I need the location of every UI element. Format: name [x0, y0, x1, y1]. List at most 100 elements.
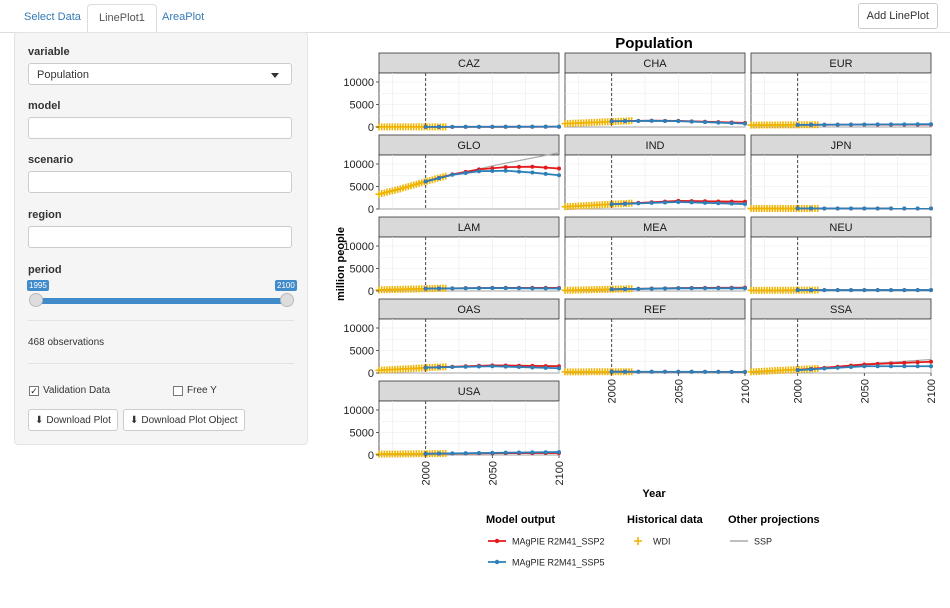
wdi-point — [760, 286, 768, 294]
series-ssp5-point — [423, 179, 428, 184]
wdi-point — [564, 203, 572, 211]
wdi-point — [420, 285, 428, 293]
wdi-point — [750, 121, 758, 129]
series-ssp-line — [611, 287, 746, 290]
wdi-point — [771, 121, 779, 129]
series-ssp2-point — [450, 124, 455, 129]
wdi-point — [375, 123, 383, 131]
add-lineplot-button[interactable]: Add LinePlot — [857, 3, 938, 29]
series-ssp2-point — [636, 118, 641, 123]
series-ssp5-point — [835, 122, 840, 127]
series-ssp-line — [425, 287, 560, 290]
wdi-point — [628, 368, 636, 376]
series-ssp2-point — [490, 166, 495, 171]
region-input[interactable] — [28, 226, 292, 248]
wdi-point — [774, 367, 782, 375]
wdi-point — [609, 118, 617, 126]
wdi-point — [412, 450, 420, 458]
wdi-point — [782, 366, 790, 374]
series-ssp5-point — [543, 286, 548, 291]
wdi-point — [386, 450, 394, 458]
download-plot-button[interactable]: ⬇ Download Plot — [28, 409, 118, 431]
wdi-point — [561, 368, 569, 376]
series-ssp5-point — [517, 365, 521, 370]
wdi-point — [396, 185, 404, 193]
series-ssp5-point — [623, 201, 627, 206]
free-y-checkbox[interactable] — [173, 386, 183, 396]
series-ssp5-point — [490, 124, 495, 129]
scenario-input[interactable] — [28, 171, 292, 193]
facet-panel-ind: IND — [561, 134, 747, 211]
y-tick-label: 0 — [368, 204, 374, 216]
series-ssp5-point — [503, 450, 508, 455]
wdi-point — [596, 201, 604, 209]
tab-select-data[interactable]: Select Data — [24, 11, 81, 23]
facet-strip — [750, 298, 932, 320]
facet-plot-area — [564, 318, 746, 374]
series-ssp2-point — [716, 369, 721, 374]
wdi-point — [442, 363, 450, 371]
series-ssp2-point — [543, 285, 548, 290]
wdi-point — [766, 205, 774, 213]
wdi-point — [808, 121, 816, 129]
series-ssp5-point — [437, 451, 441, 456]
wdi-point — [566, 368, 574, 376]
period-max-handle[interactable] — [280, 293, 294, 307]
wdi-point — [604, 368, 612, 376]
facet-strip — [378, 380, 560, 402]
wdi-point — [383, 450, 391, 458]
series-ssp2-point — [437, 365, 441, 370]
series-ssp5-point — [716, 286, 721, 291]
series-ssp2-point — [929, 288, 933, 293]
wdi-point — [582, 119, 590, 127]
y-tick-label: 10000 — [343, 241, 374, 253]
series-ssp2-point — [716, 199, 721, 204]
series-ssp2-point — [557, 285, 561, 290]
variable-select[interactable]: Population — [28, 63, 292, 85]
wdi-point — [625, 285, 633, 293]
facet-panel-ssa: SSA 2000 2050 2100 — [747, 298, 938, 403]
wdi-point — [768, 121, 776, 129]
download-plot-label: Download Plot — [46, 415, 111, 426]
series-ssp2-point — [849, 363, 853, 368]
series-ssp5-point — [795, 122, 800, 127]
series-ssp5-point — [703, 120, 707, 125]
wdi-point — [574, 286, 582, 294]
wdi-point — [577, 368, 585, 376]
wdi-point — [394, 186, 402, 194]
wdi-point — [593, 286, 601, 294]
series-ssp5-point — [490, 364, 495, 369]
wdi-point — [396, 285, 404, 293]
series-ssp2-point — [557, 364, 561, 369]
period-slider-track[interactable] — [35, 298, 287, 304]
series-ssp2-point — [835, 206, 840, 211]
series-ssp2-point — [423, 365, 428, 370]
download-plot-object-button[interactable]: ⬇ Download Plot Object — [123, 409, 245, 431]
tab-lineplot1[interactable]: LinePlot1 — [87, 4, 157, 34]
wdi-point — [598, 285, 606, 293]
wdi-point — [436, 363, 444, 371]
wdi-point — [380, 450, 388, 458]
series-ssp2-point — [477, 286, 481, 291]
tab-areaplot[interactable]: AreaPlot — [162, 11, 205, 23]
series-ssp2-point — [889, 206, 893, 211]
wdi-point — [795, 204, 803, 212]
x-tick-label: 2100 — [926, 379, 938, 403]
facet-strip — [378, 134, 560, 156]
wdi-point — [434, 284, 442, 292]
series-ssp5-line — [425, 287, 560, 290]
wdi-point — [580, 119, 588, 127]
model-input[interactable] — [28, 117, 292, 139]
validation-checkbox[interactable]: ✓ — [29, 386, 39, 396]
period-min-handle[interactable] — [29, 293, 43, 307]
wdi-point — [752, 286, 760, 294]
series-ssp2-point — [743, 285, 747, 290]
series-ssp2-point — [423, 451, 428, 456]
series-ssp5-point — [463, 124, 468, 129]
wdi-point — [566, 286, 574, 294]
series-ssp-line — [797, 358, 932, 371]
series-ssp5-point — [743, 286, 747, 291]
wdi-point — [625, 199, 633, 207]
facet-label: JPN — [831, 140, 852, 152]
wdi-point — [428, 363, 436, 371]
